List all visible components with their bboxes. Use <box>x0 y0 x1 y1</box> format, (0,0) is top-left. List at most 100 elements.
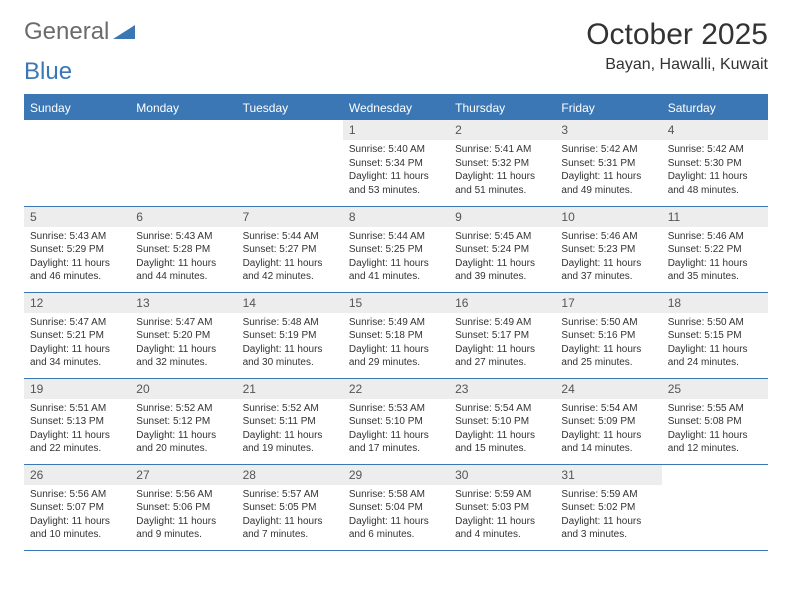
day-number: 19 <box>24 379 130 399</box>
day-number: 3 <box>555 120 661 140</box>
day-info: Sunrise: 5:44 AMSunset: 5:27 PMDaylight:… <box>237 227 343 288</box>
day-info: Sunrise: 5:45 AMSunset: 5:24 PMDaylight:… <box>449 227 555 288</box>
calendar-cell: 25Sunrise: 5:55 AMSunset: 5:08 PMDayligh… <box>662 378 768 464</box>
day-info: Sunrise: 5:47 AMSunset: 5:20 PMDaylight:… <box>130 313 236 374</box>
day-number: 5 <box>24 207 130 227</box>
day-info: Sunrise: 5:43 AMSunset: 5:29 PMDaylight:… <box>24 227 130 288</box>
calendar-cell: 18Sunrise: 5:50 AMSunset: 5:15 PMDayligh… <box>662 292 768 378</box>
day-number: 16 <box>449 293 555 313</box>
day-info: Sunrise: 5:59 AMSunset: 5:02 PMDaylight:… <box>555 485 661 546</box>
day-info: Sunrise: 5:46 AMSunset: 5:23 PMDaylight:… <box>555 227 661 288</box>
day-number: 4 <box>662 120 768 140</box>
calendar-cell: 28Sunrise: 5:57 AMSunset: 5:05 PMDayligh… <box>237 464 343 550</box>
day-info: Sunrise: 5:59 AMSunset: 5:03 PMDaylight:… <box>449 485 555 546</box>
day-info: Sunrise: 5:43 AMSunset: 5:28 PMDaylight:… <box>130 227 236 288</box>
day-number: 18 <box>662 293 768 313</box>
day-number: 12 <box>24 293 130 313</box>
weekday-header: Thursday <box>449 95 555 120</box>
calendar-cell: 5Sunrise: 5:43 AMSunset: 5:29 PMDaylight… <box>24 206 130 292</box>
calendar-cell: 4Sunrise: 5:42 AMSunset: 5:30 PMDaylight… <box>662 120 768 206</box>
calendar-cell: 15Sunrise: 5:49 AMSunset: 5:18 PMDayligh… <box>343 292 449 378</box>
day-info: Sunrise: 5:50 AMSunset: 5:16 PMDaylight:… <box>555 313 661 374</box>
logo-text-blue: Blue <box>24 58 768 86</box>
calendar-cell: 6Sunrise: 5:43 AMSunset: 5:28 PMDaylight… <box>130 206 236 292</box>
day-number: 31 <box>555 465 661 485</box>
calendar-cell: 26Sunrise: 5:56 AMSunset: 5:07 PMDayligh… <box>24 464 130 550</box>
calendar-cell: 3Sunrise: 5:42 AMSunset: 5:31 PMDaylight… <box>555 120 661 206</box>
day-info: Sunrise: 5:44 AMSunset: 5:25 PMDaylight:… <box>343 227 449 288</box>
day-info: Sunrise: 5:56 AMSunset: 5:06 PMDaylight:… <box>130 485 236 546</box>
calendar-row: 12Sunrise: 5:47 AMSunset: 5:21 PMDayligh… <box>24 292 768 378</box>
day-number: 11 <box>662 207 768 227</box>
weekday-header: Friday <box>555 95 661 120</box>
day-info: Sunrise: 5:49 AMSunset: 5:18 PMDaylight:… <box>343 313 449 374</box>
calendar-body: 1Sunrise: 5:40 AMSunset: 5:34 PMDaylight… <box>24 120 768 550</box>
day-number: 25 <box>662 379 768 399</box>
day-info: Sunrise: 5:47 AMSunset: 5:21 PMDaylight:… <box>24 313 130 374</box>
day-info: Sunrise: 5:53 AMSunset: 5:10 PMDaylight:… <box>343 399 449 460</box>
calendar-cell: 8Sunrise: 5:44 AMSunset: 5:25 PMDaylight… <box>343 206 449 292</box>
calendar-cell: 21Sunrise: 5:52 AMSunset: 5:11 PMDayligh… <box>237 378 343 464</box>
day-number: 15 <box>343 293 449 313</box>
day-number: 24 <box>555 379 661 399</box>
calendar-row: 1Sunrise: 5:40 AMSunset: 5:34 PMDaylight… <box>24 120 768 206</box>
day-info: Sunrise: 5:54 AMSunset: 5:09 PMDaylight:… <box>555 399 661 460</box>
day-number: 13 <box>130 293 236 313</box>
day-info: Sunrise: 5:48 AMSunset: 5:19 PMDaylight:… <box>237 313 343 374</box>
day-number: 14 <box>237 293 343 313</box>
calendar-cell: 16Sunrise: 5:49 AMSunset: 5:17 PMDayligh… <box>449 292 555 378</box>
month-title: October 2025 <box>586 18 768 52</box>
day-number: 2 <box>449 120 555 140</box>
calendar-cell: 14Sunrise: 5:48 AMSunset: 5:19 PMDayligh… <box>237 292 343 378</box>
day-info: Sunrise: 5:56 AMSunset: 5:07 PMDaylight:… <box>24 485 130 546</box>
day-info: Sunrise: 5:54 AMSunset: 5:10 PMDaylight:… <box>449 399 555 460</box>
day-info: Sunrise: 5:58 AMSunset: 5:04 PMDaylight:… <box>343 485 449 546</box>
calendar-cell: 27Sunrise: 5:56 AMSunset: 5:06 PMDayligh… <box>130 464 236 550</box>
weekday-header: Wednesday <box>343 95 449 120</box>
day-number: 26 <box>24 465 130 485</box>
calendar-cell: 17Sunrise: 5:50 AMSunset: 5:16 PMDayligh… <box>555 292 661 378</box>
day-info: Sunrise: 5:41 AMSunset: 5:32 PMDaylight:… <box>449 140 555 201</box>
day-number: 8 <box>343 207 449 227</box>
calendar-cell: 19Sunrise: 5:51 AMSunset: 5:13 PMDayligh… <box>24 378 130 464</box>
day-number: 30 <box>449 465 555 485</box>
calendar-cell: 12Sunrise: 5:47 AMSunset: 5:21 PMDayligh… <box>24 292 130 378</box>
calendar-cell: 20Sunrise: 5:52 AMSunset: 5:12 PMDayligh… <box>130 378 236 464</box>
calendar-table: SundayMondayTuesdayWednesdayThursdayFrid… <box>24 94 768 551</box>
calendar-cell: 22Sunrise: 5:53 AMSunset: 5:10 PMDayligh… <box>343 378 449 464</box>
weekday-header: Monday <box>130 95 236 120</box>
weekday-header: Saturday <box>662 95 768 120</box>
day-number: 22 <box>343 379 449 399</box>
day-number: 29 <box>343 465 449 485</box>
weekday-header-row: SundayMondayTuesdayWednesdayThursdayFrid… <box>24 95 768 120</box>
calendar-cell: 7Sunrise: 5:44 AMSunset: 5:27 PMDaylight… <box>237 206 343 292</box>
day-info: Sunrise: 5:52 AMSunset: 5:12 PMDaylight:… <box>130 399 236 460</box>
day-number: 20 <box>130 379 236 399</box>
calendar-cell <box>24 120 130 206</box>
calendar-row: 26Sunrise: 5:56 AMSunset: 5:07 PMDayligh… <box>24 464 768 550</box>
day-info: Sunrise: 5:42 AMSunset: 5:31 PMDaylight:… <box>555 140 661 201</box>
day-info: Sunrise: 5:49 AMSunset: 5:17 PMDaylight:… <box>449 313 555 374</box>
logo-text-general: General <box>24 18 109 46</box>
day-info: Sunrise: 5:55 AMSunset: 5:08 PMDaylight:… <box>662 399 768 460</box>
day-number: 9 <box>449 207 555 227</box>
calendar-cell: 30Sunrise: 5:59 AMSunset: 5:03 PMDayligh… <box>449 464 555 550</box>
day-number: 23 <box>449 379 555 399</box>
calendar-cell: 29Sunrise: 5:58 AMSunset: 5:04 PMDayligh… <box>343 464 449 550</box>
day-info: Sunrise: 5:51 AMSunset: 5:13 PMDaylight:… <box>24 399 130 460</box>
calendar-cell: 10Sunrise: 5:46 AMSunset: 5:23 PMDayligh… <box>555 206 661 292</box>
day-info: Sunrise: 5:46 AMSunset: 5:22 PMDaylight:… <box>662 227 768 288</box>
day-number: 6 <box>130 207 236 227</box>
calendar-cell: 24Sunrise: 5:54 AMSunset: 5:09 PMDayligh… <box>555 378 661 464</box>
calendar-cell: 1Sunrise: 5:40 AMSunset: 5:34 PMDaylight… <box>343 120 449 206</box>
weekday-header: Sunday <box>24 95 130 120</box>
day-number: 27 <box>130 465 236 485</box>
calendar-cell <box>662 464 768 550</box>
calendar-cell <box>237 120 343 206</box>
day-number: 7 <box>237 207 343 227</box>
day-number: 28 <box>237 465 343 485</box>
day-number: 17 <box>555 293 661 313</box>
calendar-cell: 13Sunrise: 5:47 AMSunset: 5:20 PMDayligh… <box>130 292 236 378</box>
calendar-row: 19Sunrise: 5:51 AMSunset: 5:13 PMDayligh… <box>24 378 768 464</box>
day-number: 21 <box>237 379 343 399</box>
